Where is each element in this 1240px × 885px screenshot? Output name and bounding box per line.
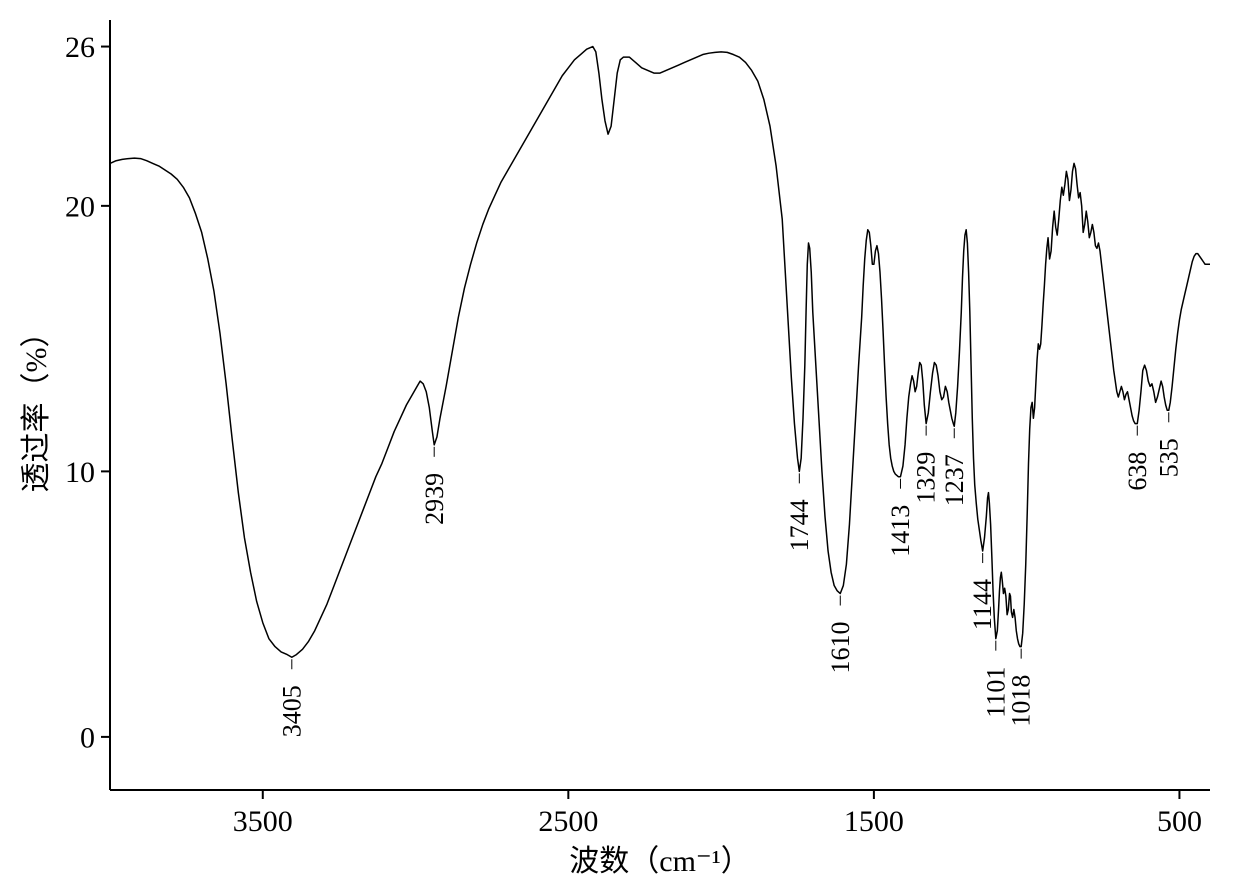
plot-background bbox=[0, 0, 1240, 885]
peak-label: 1610 bbox=[826, 622, 855, 674]
y-tick-label: 0 bbox=[80, 721, 95, 754]
peak-label: 1018 bbox=[1007, 675, 1036, 727]
x-tick-label: 1500 bbox=[844, 805, 904, 838]
x-axis-label: 波数（cm⁻¹） bbox=[569, 845, 750, 878]
peak-label: 638 bbox=[1123, 452, 1152, 491]
peak-label: 1237 bbox=[940, 454, 969, 506]
ftir-spectrum-chart: 3500 2500 1500 500 0 10 20 26 波数（cm⁻¹） 透过率（%） 3405… bbox=[0, 0, 1240, 885]
y-tick-label: 26 bbox=[65, 31, 95, 64]
peak-label: 2939 bbox=[420, 473, 449, 525]
peak-label: 1413 bbox=[886, 505, 915, 557]
y-tick-label: 20 bbox=[65, 190, 95, 223]
y-tick-label: 10 bbox=[65, 456, 95, 489]
peak-label: 3405 bbox=[277, 685, 306, 737]
peak-label: 1329 bbox=[912, 452, 941, 504]
y-axis-label: 透过率（%） bbox=[20, 318, 53, 493]
x-tick-label: 3500 bbox=[233, 805, 293, 838]
x-tick-label: 2500 bbox=[538, 805, 598, 838]
peak-label: 1144 bbox=[968, 579, 997, 630]
peak-label: 535 bbox=[1154, 438, 1183, 477]
peak-label: 1744 bbox=[785, 499, 814, 551]
x-tick-label: 500 bbox=[1157, 805, 1202, 838]
